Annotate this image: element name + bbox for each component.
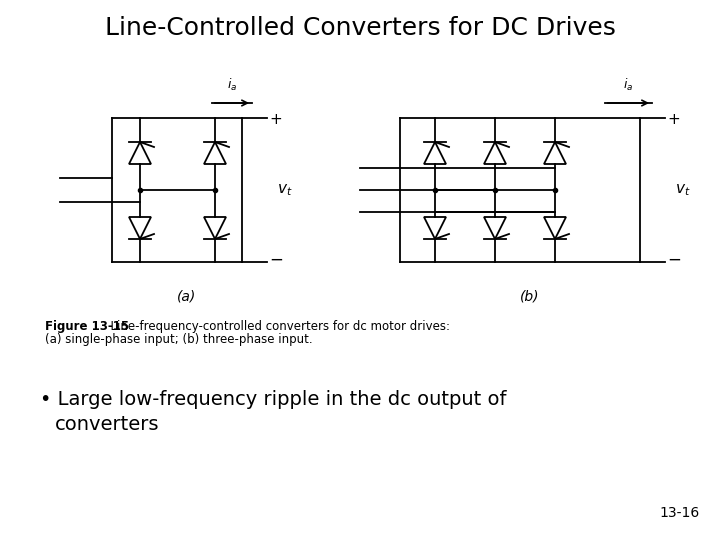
Text: • Large low-frequency ripple in the dc output of: • Large low-frequency ripple in the dc o… <box>40 390 506 409</box>
Text: $i_a$: $i_a$ <box>623 77 633 93</box>
Text: Line-frequency-controlled converters for dc motor drives:: Line-frequency-controlled converters for… <box>103 320 450 333</box>
Text: converters: converters <box>55 415 160 434</box>
Text: (a) single-phase input; (b) three-phase input.: (a) single-phase input; (b) three-phase … <box>45 333 312 346</box>
Text: $v_t$: $v_t$ <box>675 182 690 198</box>
Text: +: + <box>269 112 282 127</box>
Text: $i_a$: $i_a$ <box>227 77 237 93</box>
Text: $v_t$: $v_t$ <box>277 182 292 198</box>
Text: Figure 13-15: Figure 13-15 <box>45 320 129 333</box>
Text: −: − <box>667 251 681 269</box>
Text: +: + <box>667 112 680 127</box>
Text: (b): (b) <box>521 290 540 304</box>
Text: −: − <box>269 251 283 269</box>
Text: (a): (a) <box>177 290 197 304</box>
Text: 13-16: 13-16 <box>660 506 700 520</box>
Text: Line-Controlled Converters for DC Drives: Line-Controlled Converters for DC Drives <box>104 16 616 40</box>
